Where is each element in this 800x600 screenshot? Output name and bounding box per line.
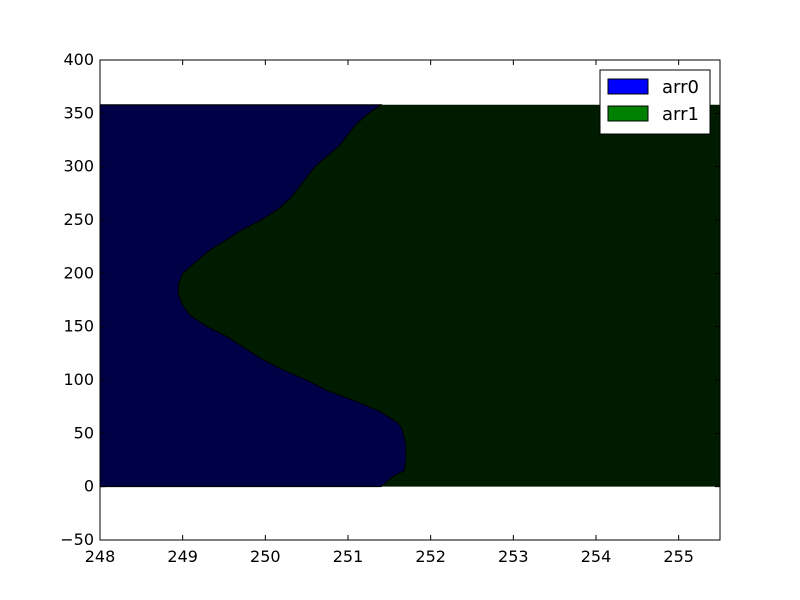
x-tick-label: 252 bbox=[415, 547, 446, 566]
y-tick-label: 150 bbox=[63, 317, 94, 336]
y-tick-label: 50 bbox=[74, 423, 94, 442]
series-area-arr0 bbox=[99, 104, 407, 488]
legend: arr0 arr1 bbox=[599, 69, 711, 135]
y-tick-label: 200 bbox=[63, 263, 94, 282]
series-layer bbox=[99, 104, 720, 488]
x-tick-label: 248 bbox=[85, 547, 116, 566]
x-tick-label: 253 bbox=[498, 547, 529, 566]
y-tick-label: 250 bbox=[63, 210, 94, 229]
legend-swatch-arr1 bbox=[607, 105, 649, 122]
x-tick-label: 251 bbox=[333, 547, 364, 566]
x-tick-label: 255 bbox=[663, 547, 694, 566]
plot-area bbox=[99, 59, 721, 541]
y-tick-label: 350 bbox=[63, 103, 94, 122]
y-tick-label: 0 bbox=[84, 477, 94, 496]
y-tick-label: −50 bbox=[60, 530, 94, 549]
x-tick-label: 249 bbox=[167, 547, 198, 566]
legend-label-arr0: arr0 bbox=[662, 77, 699, 98]
y-tick-label: 400 bbox=[63, 50, 94, 69]
legend-swatch-arr0 bbox=[607, 78, 649, 95]
legend-label-arr1: arr1 bbox=[662, 104, 699, 125]
y-tick-label: 300 bbox=[63, 157, 94, 176]
x-axis: 248 249 250 251 252 253 254 255 bbox=[85, 60, 694, 566]
y-tick-label: 100 bbox=[63, 370, 94, 389]
x-tick-label: 250 bbox=[250, 547, 281, 566]
plot-frame bbox=[99, 59, 721, 541]
y-axis: −50 0 50 100 150 200 250 300 350 400 bbox=[60, 50, 720, 549]
x-tick-label: 254 bbox=[581, 547, 612, 566]
